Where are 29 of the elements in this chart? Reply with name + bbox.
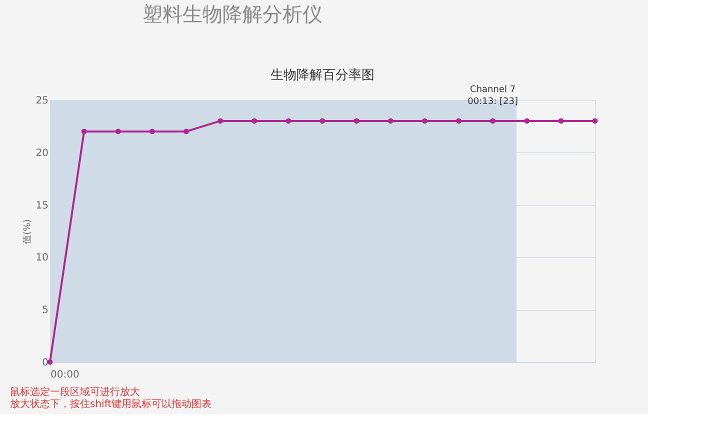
- y-tick-label: 25: [36, 96, 48, 106]
- point: [184, 128, 189, 134]
- point: [252, 118, 258, 124]
- point: [81, 128, 87, 134]
- point: [524, 118, 530, 124]
- point: [286, 118, 292, 124]
- point: [149, 128, 155, 134]
- y-axis-title: 值(%): [22, 219, 33, 244]
- point: [320, 118, 326, 124]
- y-tick-label: 5: [42, 305, 48, 316]
- y-tick-label: 15: [36, 200, 48, 212]
- point: [592, 118, 598, 124]
- point: [388, 118, 394, 124]
- y-tick-label: 0: [42, 358, 48, 368]
- y-tick-label: 20: [36, 148, 48, 159]
- point: [456, 118, 462, 124]
- point: [218, 118, 224, 124]
- y-tick-label: 10: [36, 252, 48, 264]
- text: 塑料生物降解分析仪: [142, 2, 322, 26]
- annotation: Channel 7 00:13: [23]: [468, 84, 518, 107]
- text: 放大状态下，按住shift键用鼠标可以拖动图表: [10, 398, 212, 410]
- chart-title: 生物降解百分率图: [270, 67, 374, 83]
- point: [422, 118, 428, 124]
- point: [354, 118, 360, 124]
- point: [558, 118, 564, 124]
- point: [115, 128, 121, 134]
- x-tick-label: 00:00: [50, 370, 80, 380]
- text: 鼠标选定一段区域可进行放大: [10, 386, 140, 398]
- point: [490, 118, 496, 124]
